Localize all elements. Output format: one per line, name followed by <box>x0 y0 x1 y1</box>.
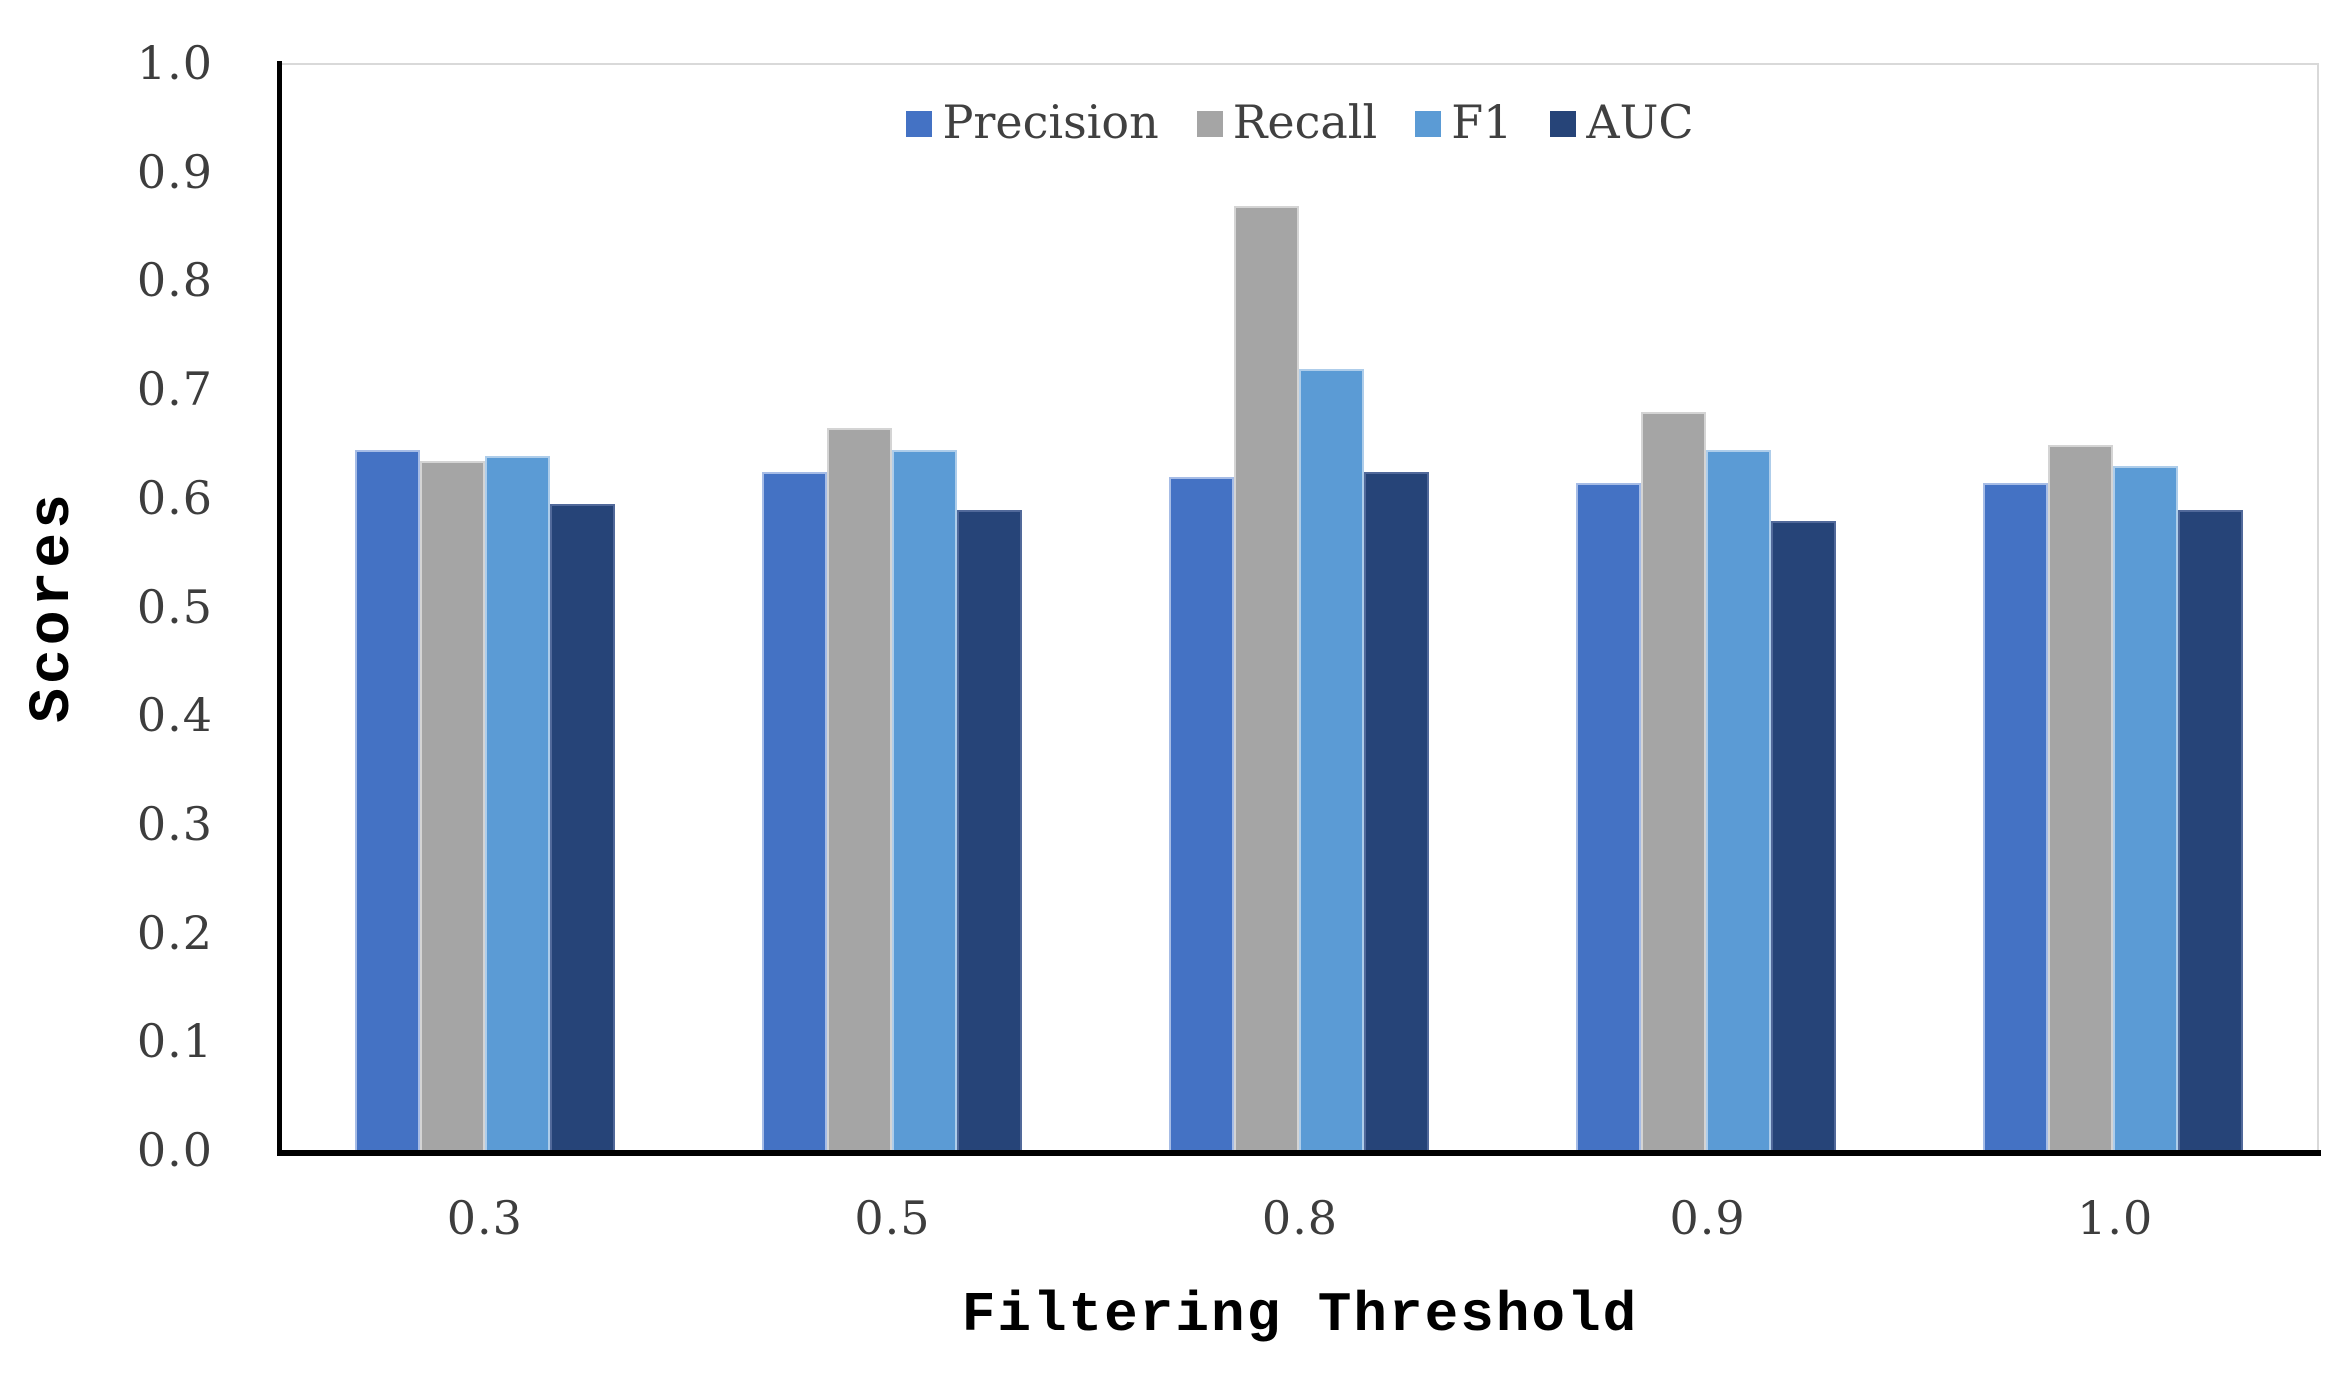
legend-swatch-auc <box>1550 111 1577 137</box>
y-tick-label-0.7: 0.7 <box>136 362 213 417</box>
x-axis-ticks: 0.3 0.5 0.8 0.9 1.0 <box>281 1191 2319 1261</box>
bar-auc-0.8 <box>1364 471 1429 1150</box>
y-tick-label-0.1: 0.1 <box>136 1014 213 1069</box>
x-tick-label-0.3: 0.3 <box>446 1191 523 1245</box>
bar-precision-0.9 <box>1576 482 1642 1150</box>
legend-item-auc: AUC <box>1550 95 1694 149</box>
bar-auc-0.9 <box>1771 520 1837 1150</box>
y-tick-label-0.3: 0.3 <box>136 796 213 851</box>
legend-swatch-recall <box>1196 111 1223 137</box>
y-tick-label-0.5: 0.5 <box>136 579 213 634</box>
bar-group-0.5 <box>761 65 1023 1150</box>
bar-precision-0.5 <box>761 471 827 1150</box>
y-tick-label-1.0: 1.0 <box>136 36 213 90</box>
bar-auc-0.3 <box>549 504 615 1150</box>
x-tick-label-1.0: 1.0 <box>2077 1191 2154 1245</box>
legend-label-recall: Recall <box>1232 95 1378 149</box>
legend-swatch-precision <box>906 111 933 137</box>
x-axis-line <box>277 1150 2321 1156</box>
x-axis-title: Filtering Threshold <box>961 1283 1639 1347</box>
bar-group-1.0 <box>1982 65 2244 1150</box>
y-axis-ticks: 1.0 0.9 0.8 0.7 0.6 0.5 0.4 0.3 0.2 0.1 0.0 <box>0 36 213 1177</box>
bar-precision-1.0 <box>1983 482 2049 1150</box>
legend: Precision Recall F1 AUC <box>281 92 2319 152</box>
y-axis-line <box>277 61 282 1156</box>
bar-groups <box>281 65 2317 1150</box>
legend-item-f1: F1 <box>1415 95 1512 149</box>
legend-label-precision: Precision <box>942 95 1159 149</box>
bar-recall-0.9 <box>1641 412 1707 1150</box>
x-tick-label-0.8: 0.8 <box>1261 1191 1339 1245</box>
bar-f1-0.5 <box>891 450 957 1150</box>
bar-f1-0.8 <box>1299 368 1364 1150</box>
bar-recall-0.5 <box>826 428 892 1150</box>
bar-f1-0.3 <box>484 455 550 1150</box>
y-tick-label-0.4: 0.4 <box>136 688 213 743</box>
bar-group-0.9 <box>1575 65 1837 1150</box>
y-tick-label-0.8: 0.8 <box>136 253 213 308</box>
plot-area <box>281 63 2319 1150</box>
legend-label-f1: F1 <box>1451 95 1513 149</box>
bar-precision-0.3 <box>354 450 420 1150</box>
bar-group-0.8 <box>1168 65 1430 1150</box>
bar-recall-1.0 <box>2048 444 2114 1150</box>
bar-f1-1.0 <box>2113 466 2179 1150</box>
legend-item-precision: Precision <box>906 95 1159 149</box>
bar-recall-0.3 <box>419 461 485 1150</box>
bar-auc-1.0 <box>2178 509 2244 1150</box>
bar-recall-0.8 <box>1234 206 1299 1150</box>
bar-f1-0.9 <box>1706 450 1772 1150</box>
bar-group-0.3 <box>354 65 616 1150</box>
legend-swatch-f1 <box>1415 111 1442 137</box>
y-tick-label-0.2: 0.2 <box>136 905 213 960</box>
x-tick-label-0.5: 0.5 <box>854 1191 931 1245</box>
bar-precision-0.8 <box>1169 477 1234 1150</box>
legend-label-auc: AUC <box>1586 95 1694 149</box>
y-tick-label-0.0: 0.0 <box>136 1123 213 1177</box>
legend-item-recall: Recall <box>1196 95 1378 149</box>
y-tick-label-0.9: 0.9 <box>136 144 213 199</box>
y-tick-label-0.6: 0.6 <box>136 470 213 525</box>
bar-auc-0.5 <box>956 509 1022 1150</box>
x-tick-label-0.9: 0.9 <box>1669 1191 1746 1245</box>
